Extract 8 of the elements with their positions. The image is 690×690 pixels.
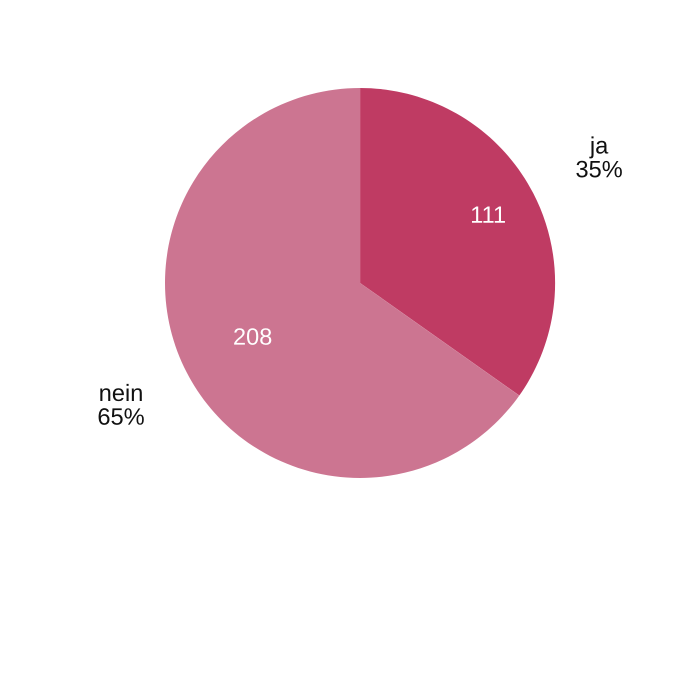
text: 65%	[98, 408, 144, 425]
slice-label: ja	[589, 136, 608, 158]
slice-label: nein	[100, 384, 142, 402]
pie-slice	[360, 88, 556, 396]
data-label: 208	[234, 328, 272, 345]
data-label: 111	[472, 206, 505, 223]
text: 35%	[576, 160, 622, 178]
pie-slice	[165, 88, 520, 478]
